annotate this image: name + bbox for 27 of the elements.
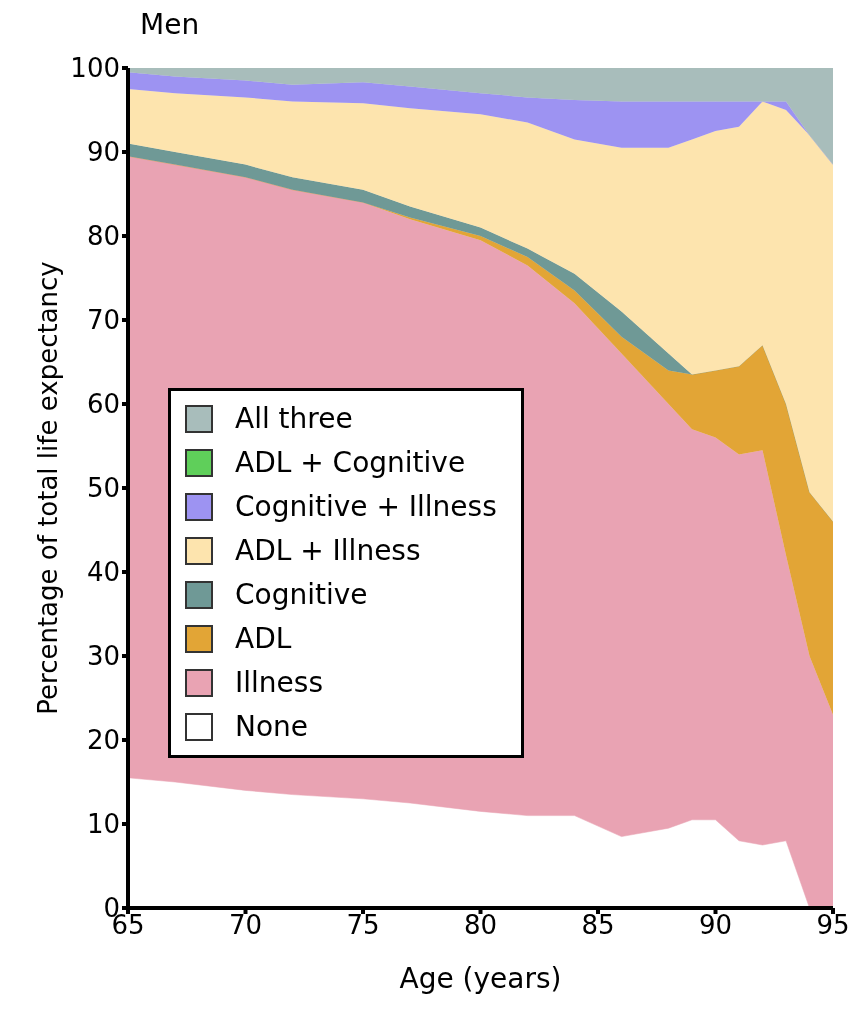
x-tick-label: 85 — [581, 910, 615, 941]
x-tick-label: 75 — [346, 910, 380, 941]
legend-label: Cognitive — [235, 577, 368, 613]
y-tick-label: 70 — [86, 305, 120, 336]
y-tick-label: 50 — [86, 473, 120, 504]
y-tick-label: 10 — [86, 809, 120, 840]
y-tick-label: 60 — [86, 389, 120, 420]
chart-title: Men — [140, 8, 201, 43]
y-tick-label: 20 — [86, 725, 120, 756]
legend-label: ADL + Cognitive — [235, 445, 466, 481]
x-tick-label: 70 — [228, 910, 263, 941]
series-label: None — [235, 709, 309, 745]
legend-label: ADL — [235, 621, 292, 657]
y-tick-label: 30 — [86, 641, 120, 672]
legend-label: Cognitive + Illness — [235, 489, 497, 525]
y-tick-label: 100 — [70, 53, 120, 84]
x-tick-label: 80 — [463, 910, 498, 941]
legend-label: ADL + Illness — [235, 533, 421, 569]
y-tick-label: 80 — [86, 221, 120, 252]
y-tick-label: 40 — [86, 557, 120, 588]
y-tick-label: 90 — [86, 137, 120, 168]
x-tick-label: 90 — [698, 910, 733, 941]
legend-label: All three — [235, 401, 353, 437]
legend-label: Illness — [235, 665, 323, 701]
x-tick-label: 95 — [816, 910, 850, 941]
y-axis-title: Percentage of total life expectancy — [33, 261, 64, 715]
x-axis-title: Age (years) — [399, 962, 562, 995]
